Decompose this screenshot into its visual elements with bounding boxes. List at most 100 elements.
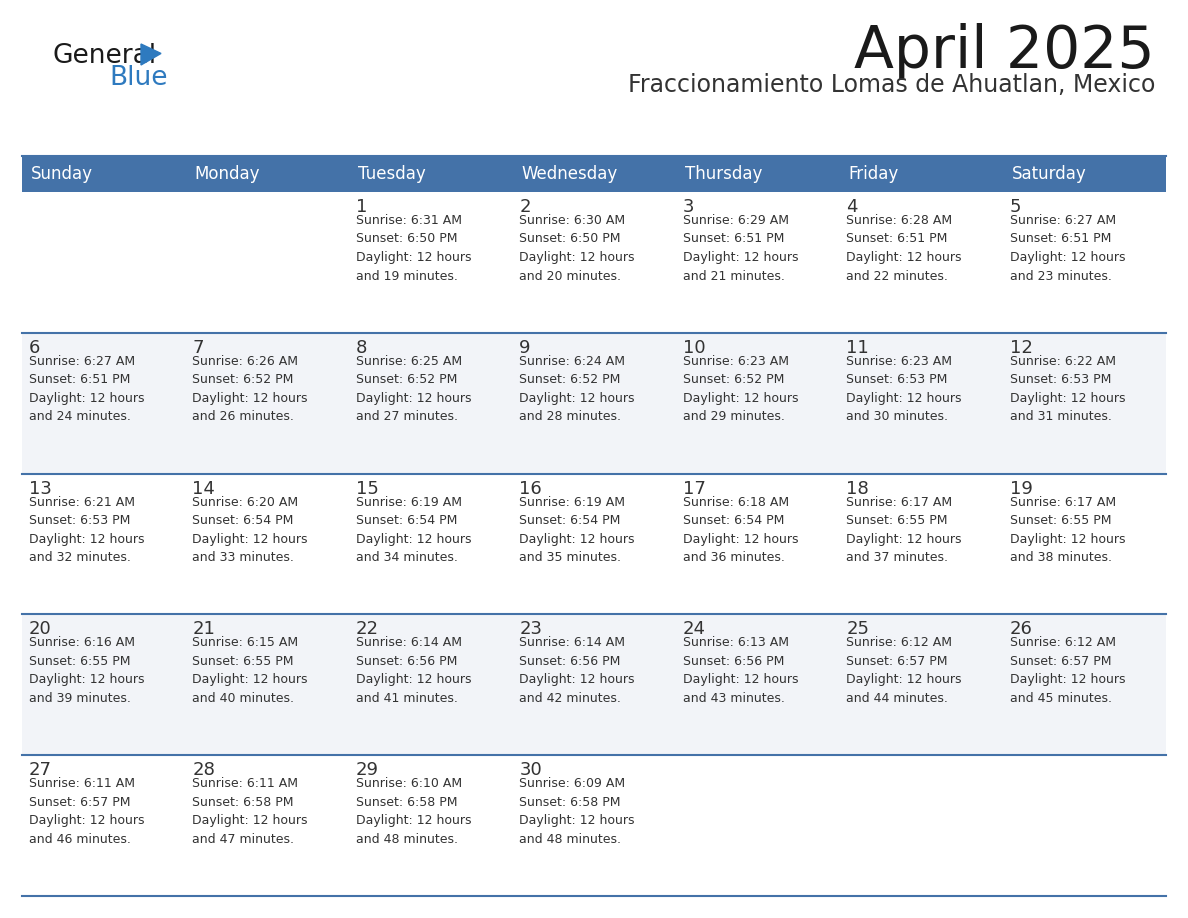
Bar [23, 192, 185, 333]
Bar [23, 333, 185, 474]
Text: Sunrise: 6:15 AM
Sunset: 6:55 PM
Daylight: 12 hours
and 40 minutes.: Sunrise: 6:15 AM Sunset: 6:55 PM Dayligh… [192, 636, 308, 705]
Bar [676, 614, 839, 756]
Text: 16: 16 [519, 479, 542, 498]
Text: Sunrise: 6:23 AM
Sunset: 6:52 PM
Daylight: 12 hours
and 29 minutes.: Sunrise: 6:23 AM Sunset: 6:52 PM Dayligh… [683, 354, 798, 423]
Bar [1003, 333, 1165, 474]
Bar [185, 156, 349, 192]
Text: Thursday: Thursday [684, 165, 762, 183]
Bar [676, 756, 839, 896]
Text: Fraccionamiento Lomas de Ahuatlan, Mexico: Fraccionamiento Lomas de Ahuatlan, Mexic… [627, 73, 1155, 97]
Bar [676, 156, 839, 192]
Text: 4: 4 [846, 198, 858, 216]
Text: 22: 22 [356, 621, 379, 638]
Text: Sunrise: 6:09 AM
Sunset: 6:58 PM
Daylight: 12 hours
and 48 minutes.: Sunrise: 6:09 AM Sunset: 6:58 PM Dayligh… [519, 778, 634, 845]
Text: Sunrise: 6:20 AM
Sunset: 6:54 PM
Daylight: 12 hours
and 33 minutes.: Sunrise: 6:20 AM Sunset: 6:54 PM Dayligh… [192, 496, 308, 564]
Text: 12: 12 [1010, 339, 1032, 357]
Bar [185, 192, 349, 333]
Bar [349, 474, 512, 614]
Text: Sunrise: 6:18 AM
Sunset: 6:54 PM
Daylight: 12 hours
and 36 minutes.: Sunrise: 6:18 AM Sunset: 6:54 PM Dayligh… [683, 496, 798, 564]
Bar [839, 614, 1003, 756]
Bar [676, 333, 839, 474]
Bar [1003, 156, 1165, 192]
Text: 10: 10 [683, 339, 706, 357]
Text: 2: 2 [519, 198, 531, 216]
Text: 6: 6 [29, 339, 40, 357]
Bar [1003, 192, 1165, 333]
Text: Sunrise: 6:21 AM
Sunset: 6:53 PM
Daylight: 12 hours
and 32 minutes.: Sunrise: 6:21 AM Sunset: 6:53 PM Dayligh… [29, 496, 145, 564]
Bar [349, 333, 512, 474]
Text: 3: 3 [683, 198, 694, 216]
Text: 26: 26 [1010, 621, 1032, 638]
Bar [512, 614, 676, 756]
Text: 24: 24 [683, 621, 706, 638]
Text: Monday: Monday [195, 165, 260, 183]
Bar [23, 614, 185, 756]
Text: Sunrise: 6:23 AM
Sunset: 6:53 PM
Daylight: 12 hours
and 30 minutes.: Sunrise: 6:23 AM Sunset: 6:53 PM Dayligh… [846, 354, 961, 423]
Text: 20: 20 [29, 621, 52, 638]
Text: Sunrise: 6:22 AM
Sunset: 6:53 PM
Daylight: 12 hours
and 31 minutes.: Sunrise: 6:22 AM Sunset: 6:53 PM Dayligh… [1010, 354, 1125, 423]
Text: Sunrise: 6:19 AM
Sunset: 6:54 PM
Daylight: 12 hours
and 34 minutes.: Sunrise: 6:19 AM Sunset: 6:54 PM Dayligh… [356, 496, 472, 564]
Bar [1003, 756, 1165, 896]
Text: 28: 28 [192, 761, 215, 779]
Text: Sunrise: 6:19 AM
Sunset: 6:54 PM
Daylight: 12 hours
and 35 minutes.: Sunrise: 6:19 AM Sunset: 6:54 PM Dayligh… [519, 496, 634, 564]
Bar [1003, 474, 1165, 614]
Text: Blue: Blue [109, 65, 168, 91]
Bar [185, 756, 349, 896]
Text: 25: 25 [846, 621, 870, 638]
Bar [185, 333, 349, 474]
Text: Sunrise: 6:12 AM
Sunset: 6:57 PM
Daylight: 12 hours
and 44 minutes.: Sunrise: 6:12 AM Sunset: 6:57 PM Dayligh… [846, 636, 961, 705]
Text: Sunrise: 6:16 AM
Sunset: 6:55 PM
Daylight: 12 hours
and 39 minutes.: Sunrise: 6:16 AM Sunset: 6:55 PM Dayligh… [29, 636, 145, 705]
Polygon shape [141, 44, 162, 65]
Bar [185, 614, 349, 756]
Bar [23, 474, 185, 614]
Bar [512, 156, 676, 192]
Text: Sunday: Sunday [31, 165, 93, 183]
Text: Sunrise: 6:28 AM
Sunset: 6:51 PM
Daylight: 12 hours
and 22 minutes.: Sunrise: 6:28 AM Sunset: 6:51 PM Dayligh… [846, 214, 961, 283]
Text: Tuesday: Tuesday [358, 165, 425, 183]
Bar [1003, 614, 1165, 756]
Text: 9: 9 [519, 339, 531, 357]
Text: Sunrise: 6:11 AM
Sunset: 6:57 PM
Daylight: 12 hours
and 46 minutes.: Sunrise: 6:11 AM Sunset: 6:57 PM Dayligh… [29, 778, 145, 845]
Bar [512, 192, 676, 333]
Text: General: General [52, 43, 156, 69]
Text: 15: 15 [356, 479, 379, 498]
Bar [185, 474, 349, 614]
Text: Sunrise: 6:17 AM
Sunset: 6:55 PM
Daylight: 12 hours
and 38 minutes.: Sunrise: 6:17 AM Sunset: 6:55 PM Dayligh… [1010, 496, 1125, 564]
Text: 13: 13 [29, 479, 52, 498]
Text: Sunrise: 6:14 AM
Sunset: 6:56 PM
Daylight: 12 hours
and 41 minutes.: Sunrise: 6:14 AM Sunset: 6:56 PM Dayligh… [356, 636, 472, 705]
Text: Sunrise: 6:29 AM
Sunset: 6:51 PM
Daylight: 12 hours
and 21 minutes.: Sunrise: 6:29 AM Sunset: 6:51 PM Dayligh… [683, 214, 798, 283]
Text: Sunrise: 6:31 AM
Sunset: 6:50 PM
Daylight: 12 hours
and 19 minutes.: Sunrise: 6:31 AM Sunset: 6:50 PM Dayligh… [356, 214, 472, 283]
Text: Wednesday: Wednesday [522, 165, 618, 183]
Text: 1: 1 [356, 198, 367, 216]
Bar [839, 333, 1003, 474]
Text: Friday: Friday [848, 165, 898, 183]
Bar [839, 192, 1003, 333]
Bar [23, 156, 185, 192]
Text: Saturday: Saturday [1011, 165, 1086, 183]
Text: Sunrise: 6:13 AM
Sunset: 6:56 PM
Daylight: 12 hours
and 43 minutes.: Sunrise: 6:13 AM Sunset: 6:56 PM Dayligh… [683, 636, 798, 705]
Text: Sunrise: 6:27 AM
Sunset: 6:51 PM
Daylight: 12 hours
and 24 minutes.: Sunrise: 6:27 AM Sunset: 6:51 PM Dayligh… [29, 354, 145, 423]
Text: Sunrise: 6:24 AM
Sunset: 6:52 PM
Daylight: 12 hours
and 28 minutes.: Sunrise: 6:24 AM Sunset: 6:52 PM Dayligh… [519, 354, 634, 423]
Bar [23, 756, 185, 896]
Bar [512, 474, 676, 614]
Text: 30: 30 [519, 761, 542, 779]
Text: Sunrise: 6:14 AM
Sunset: 6:56 PM
Daylight: 12 hours
and 42 minutes.: Sunrise: 6:14 AM Sunset: 6:56 PM Dayligh… [519, 636, 634, 705]
Bar [839, 756, 1003, 896]
Text: 21: 21 [192, 621, 215, 638]
Text: Sunrise: 6:26 AM
Sunset: 6:52 PM
Daylight: 12 hours
and 26 minutes.: Sunrise: 6:26 AM Sunset: 6:52 PM Dayligh… [192, 354, 308, 423]
Text: 7: 7 [192, 339, 204, 357]
Text: 17: 17 [683, 479, 706, 498]
Text: 18: 18 [846, 479, 868, 498]
Bar [676, 474, 839, 614]
Bar [349, 156, 512, 192]
Bar [676, 192, 839, 333]
Bar [512, 756, 676, 896]
Text: 19: 19 [1010, 479, 1032, 498]
Text: Sunrise: 6:10 AM
Sunset: 6:58 PM
Daylight: 12 hours
and 48 minutes.: Sunrise: 6:10 AM Sunset: 6:58 PM Dayligh… [356, 778, 472, 845]
Bar [839, 156, 1003, 192]
Text: Sunrise: 6:25 AM
Sunset: 6:52 PM
Daylight: 12 hours
and 27 minutes.: Sunrise: 6:25 AM Sunset: 6:52 PM Dayligh… [356, 354, 472, 423]
Text: 14: 14 [192, 479, 215, 498]
Bar [349, 192, 512, 333]
Text: April 2025: April 2025 [854, 23, 1155, 80]
Text: 29: 29 [356, 761, 379, 779]
